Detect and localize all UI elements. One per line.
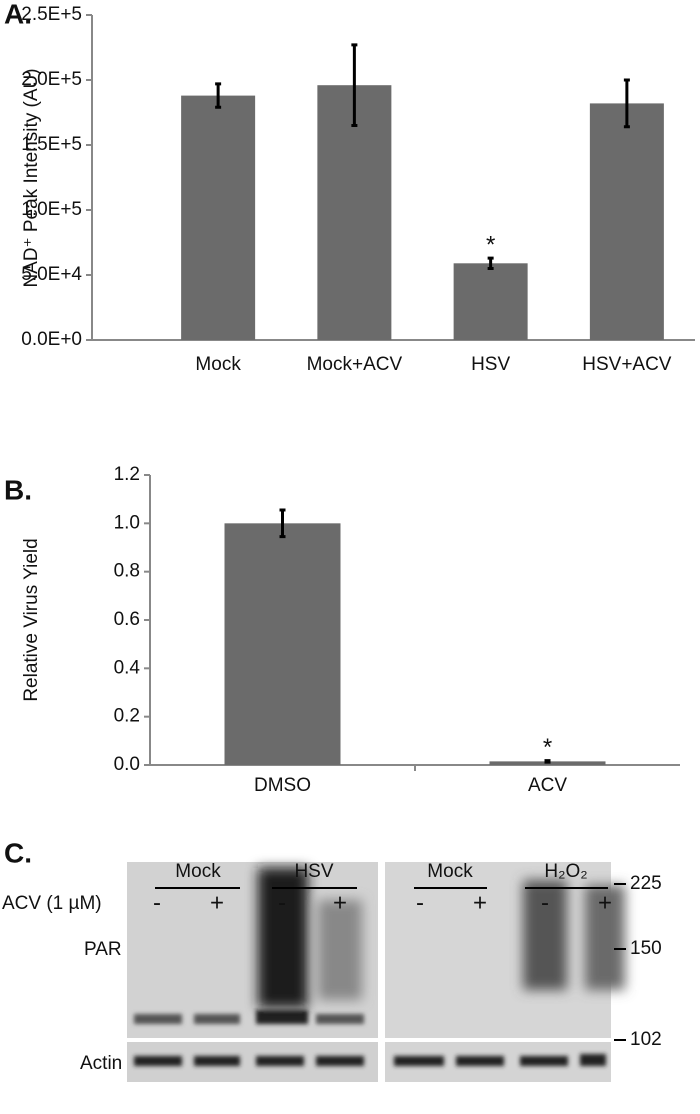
treatment-label: ACV (1 µM) bbox=[2, 893, 102, 914]
panel-label: C. bbox=[4, 837, 32, 868]
y-tick-label: 1.5E+5 bbox=[21, 134, 82, 155]
y-axis-title: Relative Virus Yield bbox=[21, 538, 42, 701]
lane-sign: + bbox=[473, 889, 487, 916]
panel-label: A. bbox=[4, 0, 32, 29]
x-tick-label: HSV+ACV bbox=[582, 354, 672, 375]
group-label: Mock bbox=[427, 861, 473, 882]
bar bbox=[589, 103, 664, 341]
bar bbox=[453, 263, 528, 340]
group-label: Mock bbox=[175, 861, 221, 882]
row-label: Actin bbox=[80, 1053, 122, 1074]
y-tick-label: 0.2 bbox=[114, 706, 140, 727]
marker-label: 102 bbox=[630, 1029, 662, 1050]
marker-label: 150 bbox=[630, 938, 662, 959]
x-tick-label: Mock+ACV bbox=[307, 354, 403, 375]
y-tick-label: 0.8 bbox=[114, 561, 140, 582]
error-bar bbox=[351, 43, 358, 127]
group-label: HSV bbox=[294, 861, 333, 882]
bar bbox=[181, 95, 256, 340]
x-tick-label: HSV bbox=[471, 354, 510, 375]
error-bar bbox=[623, 78, 630, 129]
blot-membrane bbox=[385, 862, 611, 1038]
y-tick-label: 2.0E+5 bbox=[21, 69, 82, 90]
lane-sign: - bbox=[416, 889, 424, 916]
marker-label: 225 bbox=[630, 873, 662, 894]
bar bbox=[317, 85, 392, 340]
y-tick-label: 1.0 bbox=[114, 512, 140, 533]
significance-marker: * bbox=[486, 231, 495, 258]
lane-sign: - bbox=[153, 889, 161, 916]
lane-sign: - bbox=[278, 889, 286, 916]
group-label: H₂O₂ bbox=[544, 861, 587, 882]
lane-sign: - bbox=[541, 889, 549, 916]
row-label: PAR bbox=[84, 939, 122, 960]
y-tick-label: 1.2 bbox=[114, 464, 140, 485]
y-tick-label: 5.0E+4 bbox=[21, 264, 82, 285]
bar bbox=[224, 523, 341, 765]
lane-sign: + bbox=[210, 889, 224, 916]
lane-sign: + bbox=[598, 889, 612, 916]
error-bar bbox=[215, 82, 222, 109]
y-tick-label: 2.5E+5 bbox=[21, 4, 82, 25]
error-bar bbox=[544, 759, 551, 764]
y-tick-label: 0.0E+0 bbox=[21, 329, 82, 350]
significance-marker: * bbox=[543, 734, 552, 761]
y-axis-title: NAD⁺ Peak Intensity (AU) bbox=[21, 68, 42, 287]
y-tick-label: 0.6 bbox=[114, 609, 140, 630]
error-bar bbox=[279, 508, 286, 539]
y-tick-label: 0.0 bbox=[114, 754, 140, 775]
error-bar bbox=[487, 256, 494, 270]
y-tick-label: 1.0E+5 bbox=[21, 199, 82, 220]
x-tick-label: ACV bbox=[528, 775, 567, 796]
x-tick-label: Mock bbox=[195, 354, 241, 375]
blot: Mock HSV Mock H₂O₂ ACV (1 µM) PAR Actin … bbox=[2, 861, 662, 1082]
panel-label: B. bbox=[4, 474, 32, 505]
lane-sign: + bbox=[333, 889, 347, 916]
x-tick-label: DMSO bbox=[254, 775, 311, 796]
y-tick-label: 0.4 bbox=[114, 657, 141, 678]
